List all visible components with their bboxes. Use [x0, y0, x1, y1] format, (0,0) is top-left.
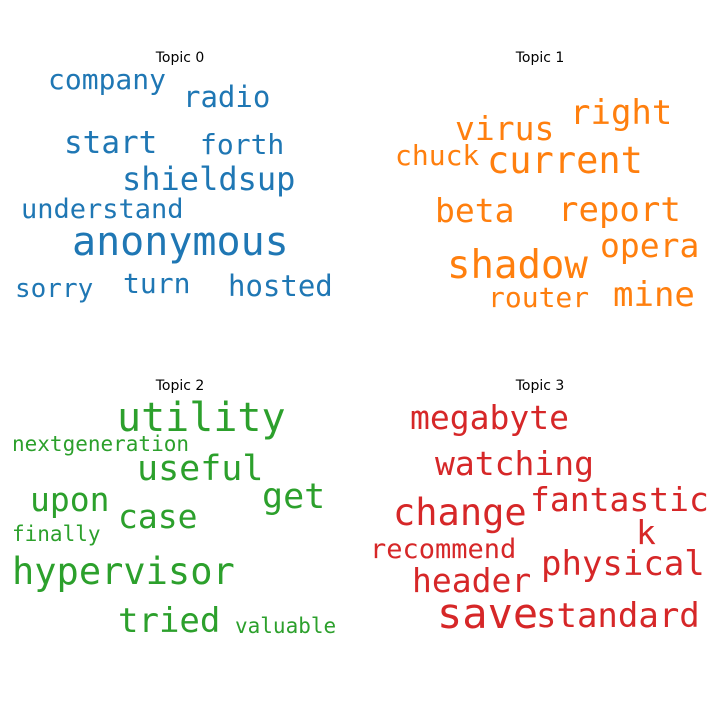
word-understand: understand — [21, 194, 184, 225]
word-save: save — [437, 589, 539, 638]
word-header: header — [412, 561, 532, 600]
word-shieldsup: shieldsup — [122, 160, 296, 198]
word-physical: physical — [541, 544, 705, 584]
word-case: case — [118, 497, 198, 536]
word-hosted: hosted — [228, 269, 333, 303]
word-utility: utility — [117, 395, 286, 441]
word-chuck: chuck — [395, 139, 480, 172]
word-get: get — [262, 477, 326, 517]
word-router: router — [488, 281, 590, 314]
word-watching: watching — [435, 444, 594, 483]
word-valuable: valuable — [235, 614, 337, 638]
word-right: right — [570, 93, 673, 133]
topic-2-wordcloud: utility nextgeneration useful upon get c… — [0, 328, 360, 688]
topic-2-title: Topic 2 — [155, 378, 205, 394]
word-start: start — [64, 125, 158, 161]
word-sorry: sorry — [15, 274, 94, 304]
word-mine: mine — [613, 275, 695, 315]
word-tried: tried — [118, 601, 221, 641]
word-k: k — [636, 513, 656, 552]
word-standard: standard — [536, 596, 700, 636]
topic-1-panel: Topic 1 right virus chuck current beta r… — [360, 0, 720, 360]
word-useful: useful — [137, 449, 264, 489]
word-opera: opera — [600, 226, 700, 265]
word-company: company — [48, 63, 167, 96]
word-upon: upon — [30, 480, 110, 519]
word-current: current — [487, 139, 643, 182]
topic-3-title: Topic 3 — [515, 378, 565, 394]
topic-1-title: Topic 1 — [515, 50, 565, 66]
word-megabyte: megabyte — [410, 398, 569, 437]
word-change: change — [393, 491, 527, 534]
word-virus: virus — [455, 109, 555, 148]
topic-3-wordcloud: megabyte watching fantastic change k rec… — [360, 328, 720, 688]
word-report: report — [558, 190, 681, 230]
topic-0-wordcloud: company radio start forth shieldsup unde… — [0, 0, 360, 360]
word-anonymous: anonymous — [72, 219, 289, 265]
word-turn: turn — [123, 267, 191, 300]
word-radio: radio — [183, 80, 271, 114]
topic-3-panel: Topic 3 megabyte watching fantastic chan… — [360, 328, 720, 688]
word-fantastic: fantastic — [530, 480, 709, 519]
topic-2-panel: Topic 2 utility nextgeneration useful up… — [0, 328, 360, 688]
word-nextgeneration: nextgeneration — [12, 432, 190, 456]
word-beta: beta — [435, 191, 515, 230]
word-shadow: shadow — [447, 243, 588, 288]
word-finally: finally — [12, 522, 101, 546]
topic-0-panel: Topic 0 company radio start forth shield… — [0, 0, 360, 360]
word-recommend: recommend — [370, 534, 517, 565]
topic-0-title: Topic 0 — [155, 50, 205, 66]
word-hypervisor: hypervisor — [12, 550, 235, 593]
topic-1-wordcloud: right virus chuck current beta report op… — [360, 0, 720, 360]
word-forth: forth — [200, 128, 285, 161]
